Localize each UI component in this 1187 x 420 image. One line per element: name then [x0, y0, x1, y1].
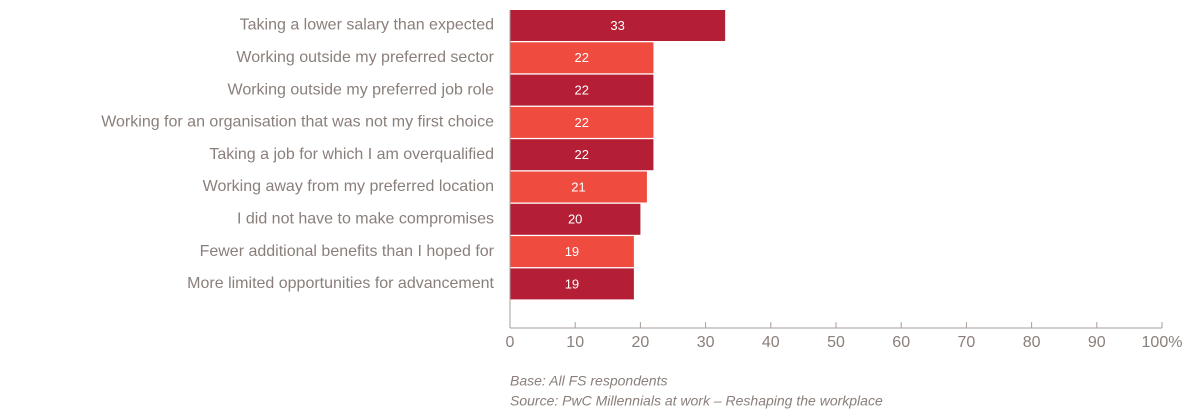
category-label: Taking a job for which I am overqualifie… — [209, 146, 494, 163]
x-tick-label: 30 — [697, 334, 715, 351]
value-label: 33 — [610, 18, 624, 33]
bar — [510, 74, 654, 106]
category-label: Fewer additional benefits than I hoped f… — [200, 243, 495, 260]
x-tick-label: 10 — [566, 334, 584, 351]
category-label: Working outside my preferred job role — [228, 81, 495, 98]
value-label: 22 — [574, 115, 588, 130]
x-tick-label: 90 — [1088, 334, 1106, 351]
value-label: 22 — [574, 50, 588, 65]
x-tick-label: 70 — [958, 334, 976, 351]
bar — [510, 171, 647, 203]
x-tick-label: 40 — [762, 334, 780, 351]
footnote: Source: PwC Millennials at work – Reshap… — [510, 393, 883, 409]
category-label: More limited opportunities for advanceme… — [187, 275, 494, 292]
x-tick-label: 20 — [632, 334, 650, 351]
bar — [510, 139, 654, 171]
category-label: I did not have to make compromises — [237, 211, 494, 228]
x-tick-label: 100% — [1142, 334, 1183, 351]
value-label: 22 — [574, 147, 588, 162]
bar — [510, 106, 654, 138]
x-tick-label: 80 — [1023, 334, 1041, 351]
value-label: 20 — [568, 212, 582, 227]
category-label: Working for an organisation that was not… — [101, 114, 494, 131]
bar — [510, 203, 641, 235]
value-label: 21 — [571, 179, 585, 194]
x-tick-label: 50 — [827, 334, 845, 351]
category-label: Working outside my preferred sector — [236, 49, 494, 66]
footnote: Base: All FS respondents — [510, 373, 667, 389]
x-tick-label: 60 — [892, 334, 910, 351]
value-label: 19 — [565, 276, 579, 291]
value-label: 19 — [565, 244, 579, 259]
category-label: Working away from my preferred location — [203, 178, 494, 195]
bar — [510, 10, 726, 41]
x-tick-label: 0 — [506, 334, 515, 351]
value-label: 22 — [574, 83, 588, 98]
bar — [510, 236, 634, 268]
bar — [510, 42, 654, 74]
bar — [510, 268, 634, 300]
category-label: Taking a lower salary than expected — [240, 17, 494, 34]
